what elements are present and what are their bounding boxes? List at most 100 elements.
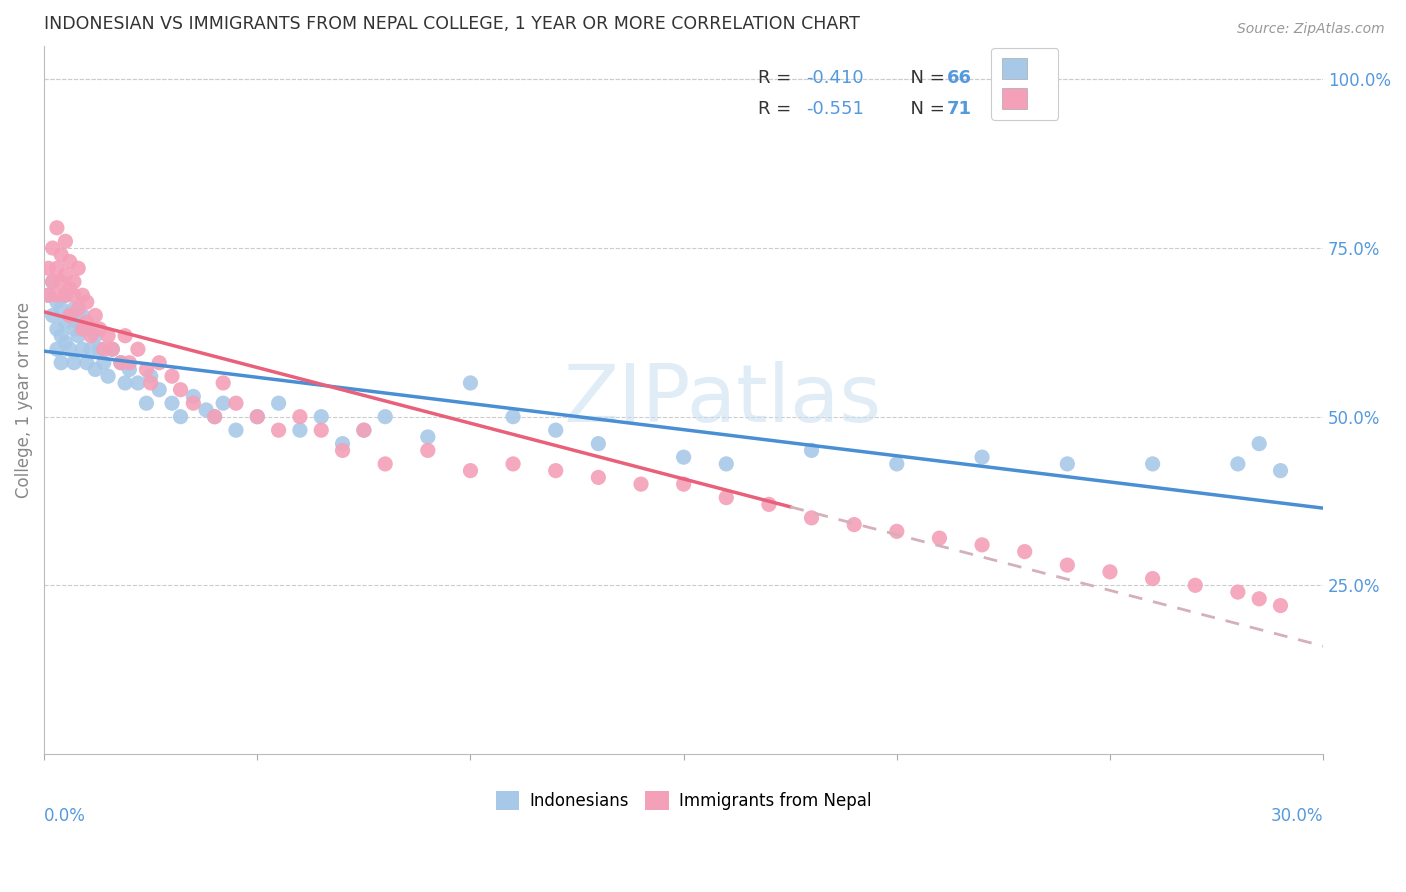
Point xyxy=(716,457,738,471)
Point xyxy=(139,369,162,384)
Point xyxy=(309,423,332,437)
Point xyxy=(80,343,103,357)
Point xyxy=(51,328,73,343)
Point xyxy=(89,322,111,336)
Point xyxy=(84,362,107,376)
Point xyxy=(55,288,77,302)
Point xyxy=(886,524,908,539)
Text: R =: R = xyxy=(758,69,797,87)
Point xyxy=(37,288,59,302)
Point xyxy=(160,396,183,410)
Point xyxy=(1270,599,1292,613)
Point xyxy=(1056,558,1078,573)
Point xyxy=(51,301,73,316)
Point xyxy=(76,315,98,329)
Y-axis label: College, 1 year or more: College, 1 year or more xyxy=(15,301,32,498)
Point xyxy=(588,470,610,484)
Point xyxy=(800,443,823,458)
Point xyxy=(353,423,375,437)
Point xyxy=(502,409,524,424)
Point xyxy=(97,369,120,384)
Point xyxy=(195,403,218,417)
Point xyxy=(37,288,59,302)
Point xyxy=(84,328,107,343)
Point xyxy=(72,288,94,302)
Point xyxy=(183,389,205,403)
Point xyxy=(332,436,354,450)
Point xyxy=(1142,457,1164,471)
Point xyxy=(114,376,136,390)
Point xyxy=(800,511,823,525)
Point xyxy=(45,295,67,310)
Point xyxy=(225,423,247,437)
Point xyxy=(110,356,132,370)
Point xyxy=(76,322,98,336)
Point xyxy=(59,309,82,323)
Point xyxy=(160,369,183,384)
Point xyxy=(309,409,332,424)
Point xyxy=(72,309,94,323)
Point xyxy=(844,517,866,532)
Point xyxy=(225,396,247,410)
Point xyxy=(1014,544,1036,558)
Point xyxy=(67,328,90,343)
Text: 71: 71 xyxy=(948,101,972,119)
Point xyxy=(267,396,290,410)
Point xyxy=(928,531,950,545)
Point xyxy=(118,362,141,376)
Point xyxy=(353,423,375,437)
Point xyxy=(416,430,439,444)
Text: N =: N = xyxy=(898,69,950,87)
Point xyxy=(59,309,82,323)
Text: INDONESIAN VS IMMIGRANTS FROM NEPAL COLLEGE, 1 YEAR OR MORE CORRELATION CHART: INDONESIAN VS IMMIGRANTS FROM NEPAL COLL… xyxy=(44,15,860,33)
Point xyxy=(416,443,439,458)
Point xyxy=(41,309,63,323)
Point xyxy=(374,457,396,471)
Text: 30.0%: 30.0% xyxy=(1271,807,1323,825)
Point xyxy=(246,409,269,424)
Point xyxy=(101,343,124,357)
Point xyxy=(1226,457,1249,471)
Point xyxy=(114,328,136,343)
Point xyxy=(183,396,205,410)
Point xyxy=(41,275,63,289)
Point xyxy=(51,356,73,370)
Point xyxy=(127,343,149,357)
Point xyxy=(374,409,396,424)
Point xyxy=(716,491,738,505)
Point xyxy=(672,477,695,491)
Point xyxy=(63,322,86,336)
Point xyxy=(41,275,63,289)
Point xyxy=(169,383,191,397)
Point xyxy=(970,450,993,465)
Point xyxy=(460,464,482,478)
Point xyxy=(89,343,111,357)
Point xyxy=(41,241,63,255)
Point xyxy=(148,383,170,397)
Text: N =: N = xyxy=(898,101,950,119)
Point xyxy=(97,328,120,343)
Point xyxy=(67,315,90,329)
Point xyxy=(204,409,226,424)
Point xyxy=(93,356,115,370)
Point xyxy=(288,423,311,437)
Point xyxy=(332,443,354,458)
Point xyxy=(45,220,67,235)
Point xyxy=(45,322,67,336)
Text: 66: 66 xyxy=(948,69,972,87)
Text: -0.551: -0.551 xyxy=(807,101,865,119)
Point xyxy=(63,288,86,302)
Point xyxy=(630,477,652,491)
Point xyxy=(101,343,124,357)
Point xyxy=(1098,565,1121,579)
Point xyxy=(588,436,610,450)
Point xyxy=(127,376,149,390)
Point xyxy=(67,261,90,276)
Point xyxy=(55,315,77,329)
Point xyxy=(169,409,191,424)
Point xyxy=(45,343,67,357)
Point xyxy=(502,457,524,471)
Point xyxy=(63,301,86,316)
Text: -0.410: -0.410 xyxy=(807,69,865,87)
Point xyxy=(212,376,235,390)
